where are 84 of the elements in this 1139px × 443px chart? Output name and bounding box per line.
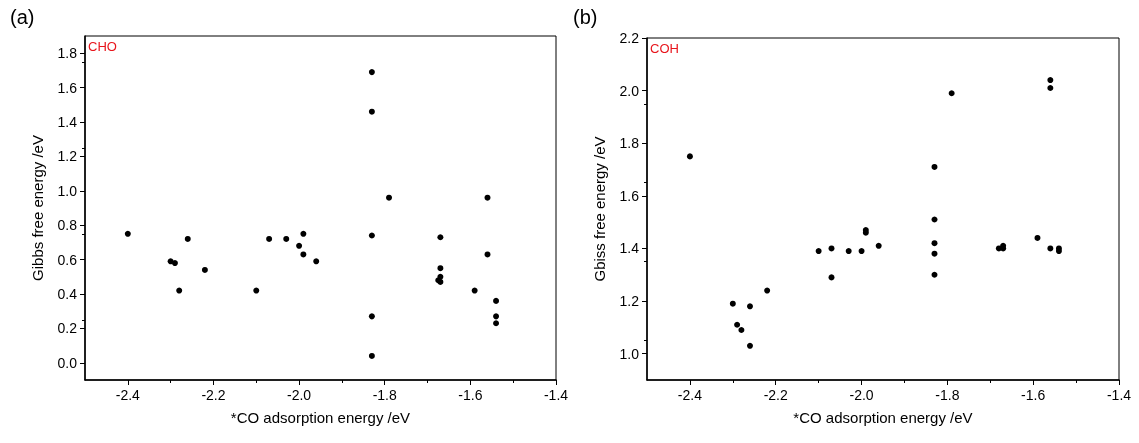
x-tick-label: -1.4: [543, 387, 569, 403]
point: [437, 265, 444, 272]
y-tick-label: 0.8: [57, 217, 78, 234]
point: [313, 258, 320, 265]
point: [266, 235, 273, 242]
x-tick-label: -2.0: [849, 387, 874, 403]
point: [1034, 234, 1041, 241]
x-tick-label: -2.0: [287, 387, 312, 403]
point: [845, 248, 852, 255]
point: [296, 242, 303, 249]
point: [686, 153, 693, 160]
y-tick-label: 1.6: [619, 187, 640, 204]
point: [283, 235, 290, 242]
x-tick-label: -2.4: [677, 387, 703, 403]
y-tick-label: 2.0: [619, 82, 640, 99]
chart-title: (b): [573, 6, 598, 28]
x-tick-label: -2.4: [115, 387, 141, 403]
y-tick-label: 1.0: [619, 345, 640, 362]
y-axis-title: Gibbs free energy /eV: [29, 135, 46, 281]
point: [176, 287, 183, 294]
point: [815, 248, 822, 255]
point: [931, 271, 938, 278]
x-axis-title: *CO adsorption energy /eV: [793, 409, 973, 426]
point: [1047, 245, 1054, 252]
point: [1047, 84, 1054, 91]
point: [764, 287, 771, 294]
x-tick-label: -1.6: [1021, 387, 1046, 403]
point: [368, 352, 375, 359]
y-tick-label: 1.2: [619, 293, 640, 310]
point: [201, 266, 208, 273]
point: [931, 250, 938, 257]
point: [931, 216, 938, 223]
point: [931, 240, 938, 247]
point: [828, 274, 835, 281]
point: [368, 108, 375, 115]
y-tick-label: 1.0: [57, 182, 78, 199]
y-tick-label: 0.2: [57, 320, 78, 337]
point: [734, 321, 741, 328]
point: [368, 69, 375, 76]
x-tick-label: -1.6: [458, 387, 483, 403]
point: [386, 194, 393, 201]
point: [746, 303, 753, 310]
point: [484, 251, 491, 258]
y-tick-label: 1.4: [619, 240, 640, 257]
point: [368, 232, 375, 239]
point: [875, 242, 882, 249]
point: [493, 297, 500, 304]
point: [171, 260, 178, 267]
point: [493, 313, 500, 320]
point: [493, 320, 500, 327]
point: [828, 245, 835, 252]
point: [437, 234, 444, 241]
y-tick-label: 1.2: [57, 148, 78, 165]
y-axis-title: Gbiss free energy /eV: [591, 136, 608, 282]
point: [368, 313, 375, 320]
y-tick-label: 0.0: [57, 354, 78, 371]
annotation: CHO: [88, 39, 117, 54]
y-tick-label: 1.8: [619, 135, 640, 152]
point: [858, 248, 865, 255]
x-tick-label: -2.2: [201, 387, 226, 403]
point: [471, 287, 478, 294]
point: [948, 90, 955, 97]
point: [931, 163, 938, 170]
y-tick-label: 1.6: [57, 79, 78, 96]
point: [1047, 77, 1054, 84]
point: [729, 300, 736, 307]
y-tick-label: 0.4: [57, 286, 78, 302]
y-tick-label: 0.6: [57, 251, 78, 268]
y-tick-label: 2.2: [619, 30, 640, 46]
point: [300, 230, 307, 237]
chart-title: (a): [10, 6, 35, 28]
point: [300, 251, 307, 258]
y-tick-label: 1.4: [57, 114, 78, 130]
x-axis-title: *CO adsorption energy /eV: [230, 409, 411, 426]
point: [746, 342, 753, 349]
point: [738, 327, 745, 334]
point: [184, 235, 191, 242]
x-tick-label: -2.2: [763, 387, 788, 403]
point: [124, 230, 131, 237]
y-tick-label: 1.8: [57, 45, 78, 62]
x-tick-label: -1.8: [935, 387, 960, 403]
annotation: COH: [650, 41, 679, 56]
x-tick-label: -1.4: [1106, 387, 1132, 403]
x-tick-label: -1.8: [372, 387, 397, 403]
